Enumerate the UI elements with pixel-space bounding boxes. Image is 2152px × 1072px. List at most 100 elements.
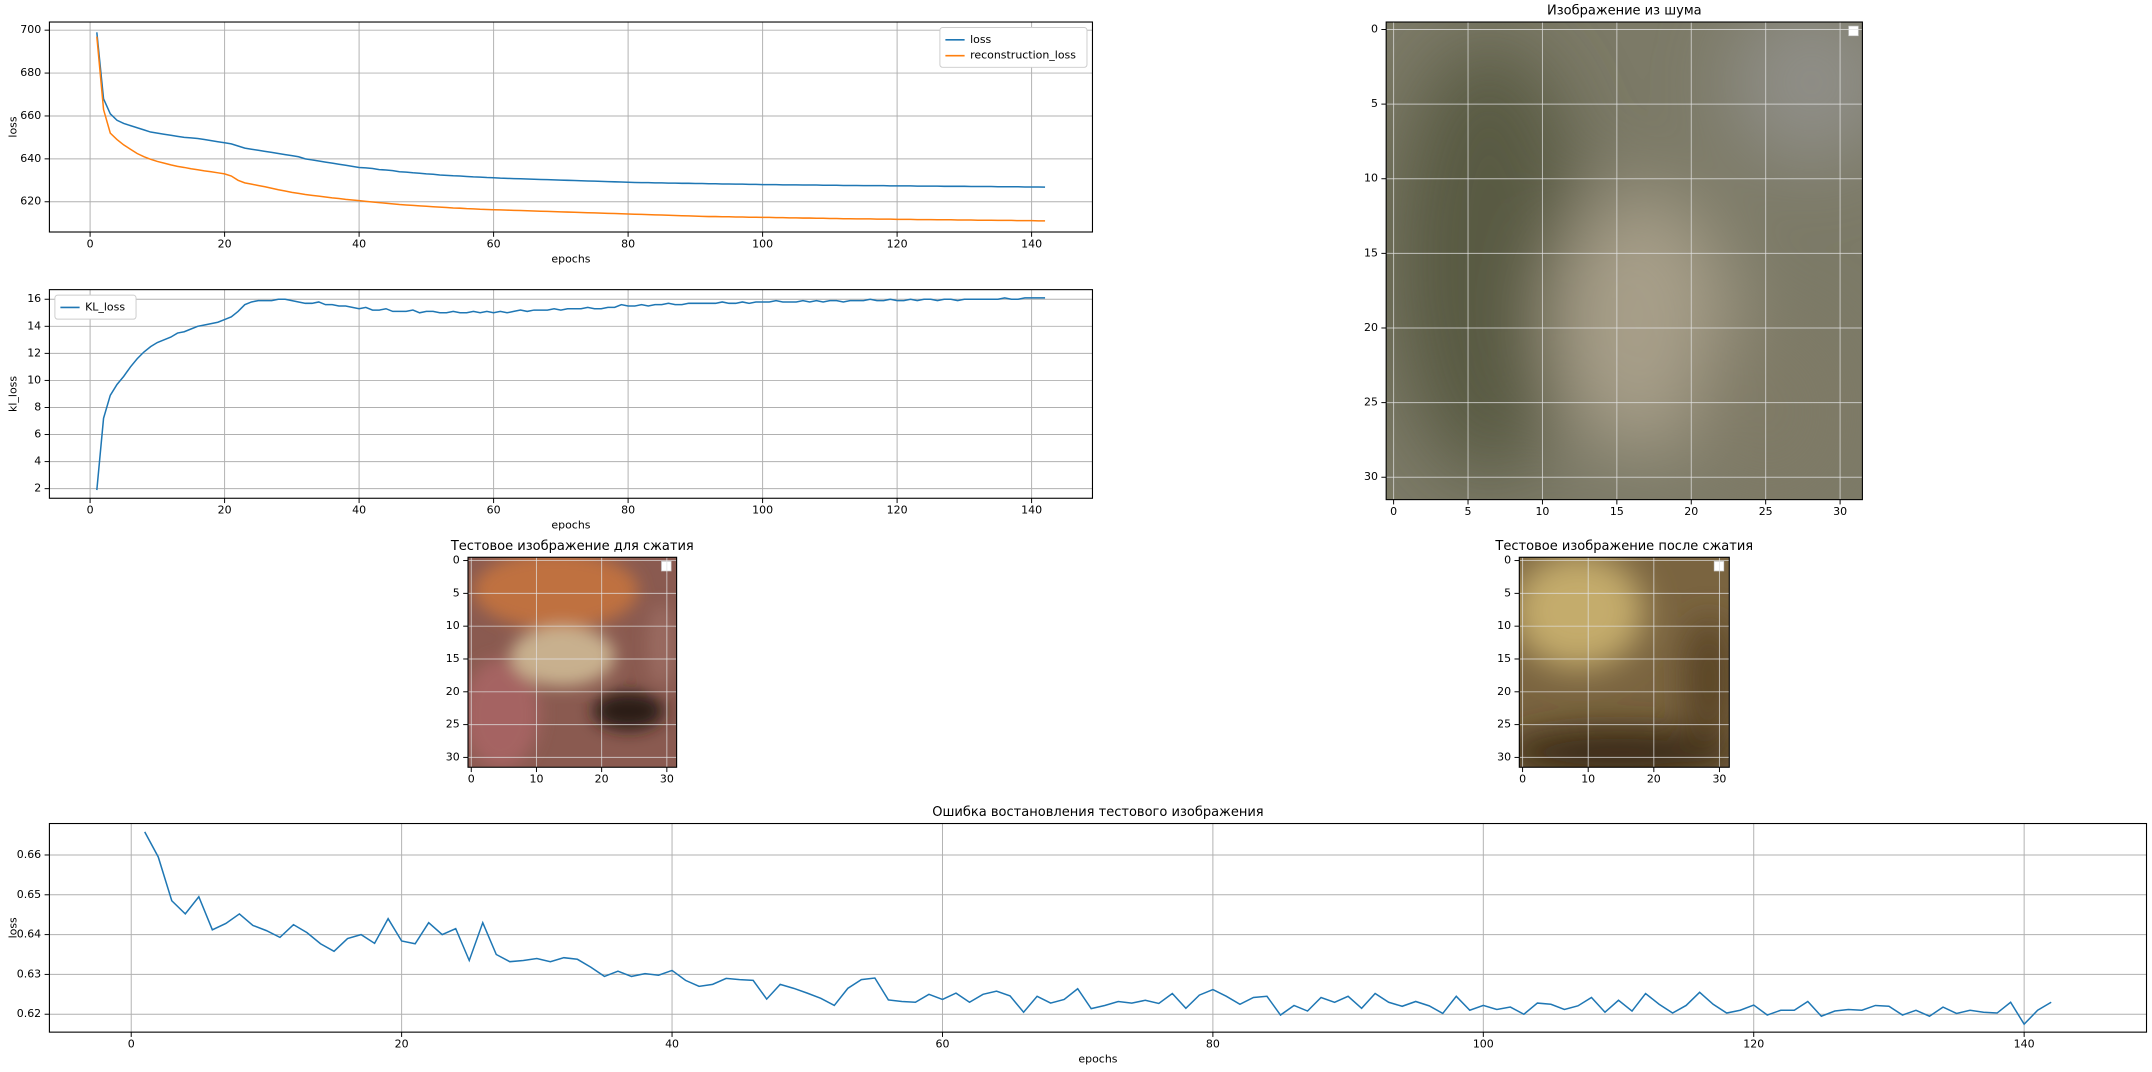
x-tick-label: 10 xyxy=(1581,773,1595,786)
y-tick-label: 6 xyxy=(34,428,41,441)
x-tick-label: 0 xyxy=(1519,773,1526,786)
y-tick-label: 10 xyxy=(1497,619,1511,632)
y-tick-label: 16 xyxy=(27,292,41,305)
y-tick-label: 0.66 xyxy=(17,848,41,861)
y-tick-label: 20 xyxy=(1497,685,1511,698)
axes-frame xyxy=(48,822,2148,1033)
x-tick-label: 15 xyxy=(1610,505,1624,518)
x-tick-label: 20 xyxy=(595,773,609,786)
y-tick-label: 14 xyxy=(27,319,41,332)
x-tick-label: 20 xyxy=(395,1037,409,1050)
reconstructed-image xyxy=(1519,557,1730,768)
y-tick-label: 10 xyxy=(1364,172,1378,185)
x-tick-label: 0 xyxy=(128,1037,135,1050)
axes-frame xyxy=(467,556,678,768)
x-tick-label: 140 xyxy=(1021,237,1042,250)
y-tick-label: 25 xyxy=(1364,396,1378,409)
data-line xyxy=(96,32,1046,188)
chart-title: Изображение из шума xyxy=(1547,4,1702,19)
test-image xyxy=(468,557,677,768)
x-tick-label: 120 xyxy=(887,237,908,250)
y-tick-label: 15 xyxy=(446,652,460,665)
x-tick-label: 0 xyxy=(1390,505,1397,518)
x-axis-label: epochs xyxy=(1078,1053,1117,1066)
legend-box xyxy=(939,27,1088,68)
chart-title: Ошибка востановления тестового изображен… xyxy=(932,805,1263,820)
y-tick-label: 30 xyxy=(1364,470,1378,483)
legend: loss reconstruction_loss xyxy=(939,27,1088,68)
plot-area xyxy=(49,823,2147,1033)
x-tick-label: 120 xyxy=(1743,1037,1764,1050)
axes-frame xyxy=(48,21,1094,233)
x-tick-label: 5 xyxy=(1465,505,1472,518)
axes-frame xyxy=(1385,21,1863,501)
data-line xyxy=(96,297,1046,491)
x-tick-label: 20 xyxy=(1684,505,1698,518)
y-tick-label: 30 xyxy=(446,750,460,763)
x-tick-label: 120 xyxy=(887,504,908,517)
x-tick-label: 10 xyxy=(529,773,543,786)
y-tick-label: 680 xyxy=(20,66,41,79)
x-tick-label: 80 xyxy=(621,237,635,250)
legend-label: KL_loss xyxy=(85,300,125,313)
legend-label: loss xyxy=(970,33,991,46)
x-tick-label: 140 xyxy=(2014,1037,2035,1050)
y-tick-label: 0.63 xyxy=(17,967,41,980)
x-tick-label: 20 xyxy=(218,504,232,517)
x-tick-label: 40 xyxy=(665,1037,679,1050)
y-tick-label: 640 xyxy=(20,152,41,165)
y-tick-label: 10 xyxy=(446,619,460,632)
x-tick-label: 140 xyxy=(1021,504,1042,517)
y-tick-label: 10 xyxy=(27,373,41,386)
y-tick-label: 25 xyxy=(1497,718,1511,731)
legend-label: reconstruction_loss xyxy=(970,49,1076,62)
y-tick-label: 0.65 xyxy=(17,888,41,901)
axes-frame xyxy=(48,289,1094,499)
y-tick-label: 30 xyxy=(1497,750,1511,763)
x-tick-label: 60 xyxy=(487,237,501,250)
data-line xyxy=(144,831,2052,1026)
x-tick-label: 0 xyxy=(87,237,94,250)
x-tick-label: 100 xyxy=(1473,1037,1494,1050)
chart-title: Тестовое изображение для сжатия xyxy=(450,539,694,554)
y-tick-label: 20 xyxy=(1364,321,1378,334)
x-axis-label: epochs xyxy=(551,519,590,532)
x-tick-label: 30 xyxy=(1712,773,1726,786)
x-tick-label: 40 xyxy=(352,504,366,517)
x-tick-label: 80 xyxy=(621,504,635,517)
x-axis-label: epochs xyxy=(551,252,590,265)
y-tick-label: 0 xyxy=(453,554,460,567)
plot-area xyxy=(49,22,1093,233)
y-axis-label: loss xyxy=(7,116,20,137)
axes-frame xyxy=(1518,556,1730,768)
y-tick-label: 15 xyxy=(1497,652,1511,665)
x-tick-label: 80 xyxy=(1206,1037,1220,1050)
x-tick-label: 0 xyxy=(87,504,94,517)
x-tick-label: 0 xyxy=(468,773,475,786)
y-tick-label: 15 xyxy=(1364,246,1378,259)
x-tick-label: 60 xyxy=(935,1037,949,1050)
y-tick-label: 2 xyxy=(34,482,41,495)
legend: KL_loss xyxy=(54,294,137,320)
y-tick-label: 12 xyxy=(27,346,41,359)
x-tick-label: 20 xyxy=(1647,773,1661,786)
y-axis-label: kl_loss xyxy=(7,376,20,412)
y-axis-label: loss xyxy=(7,917,20,938)
x-tick-label: 100 xyxy=(752,504,773,517)
legend-box xyxy=(54,294,137,320)
empty-legend xyxy=(661,561,672,572)
x-tick-label: 30 xyxy=(1833,505,1847,518)
y-tick-label: 4 xyxy=(34,455,41,468)
y-tick-label: 8 xyxy=(34,400,41,413)
y-tick-label: 0.62 xyxy=(17,1007,41,1020)
chart-title: Тестовое изображение после сжатия xyxy=(1494,539,1753,554)
y-tick-label: 660 xyxy=(20,109,41,122)
y-tick-label: 5 xyxy=(1504,586,1511,599)
empty-legend xyxy=(1848,25,1859,37)
y-tick-label: 25 xyxy=(446,718,460,731)
y-tick-label: 700 xyxy=(20,23,41,36)
y-tick-label: 0 xyxy=(1371,22,1378,35)
x-tick-label: 20 xyxy=(218,237,232,250)
